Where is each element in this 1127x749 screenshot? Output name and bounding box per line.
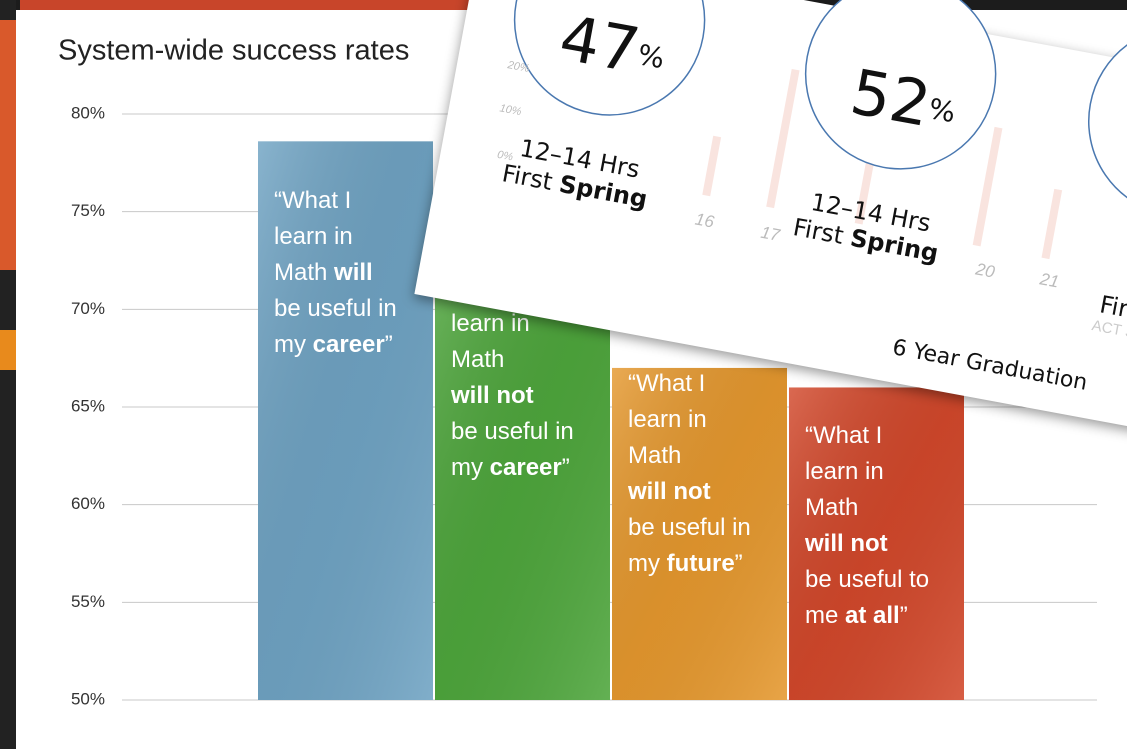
y-tick-label: 75% bbox=[71, 201, 105, 220]
text-run: career bbox=[490, 454, 562, 481]
faint-axis-label: 20% bbox=[506, 59, 531, 75]
bar-texture bbox=[612, 367, 787, 700]
text-line: Math bbox=[628, 442, 681, 469]
text-run: “What I bbox=[805, 422, 882, 449]
cut-label: Fir bbox=[1097, 290, 1127, 323]
faint-x-label: 17 bbox=[759, 223, 782, 245]
faint-background-bar bbox=[702, 135, 722, 197]
text-run: learn in bbox=[274, 223, 353, 250]
bar-texture bbox=[258, 141, 433, 700]
text-run: my bbox=[628, 550, 667, 577]
text-run: be useful in bbox=[451, 418, 574, 445]
percent-circle bbox=[1087, 25, 1127, 218]
text-run: future bbox=[667, 550, 735, 577]
text-line: will not bbox=[627, 478, 711, 505]
text-run: be useful to bbox=[805, 566, 929, 593]
percent-value: 47% bbox=[554, 1, 671, 92]
faint-x-label: 21 bbox=[1037, 269, 1060, 291]
text-line: will not bbox=[804, 530, 888, 557]
text-run: ” bbox=[562, 454, 570, 481]
bar-texture bbox=[435, 254, 610, 700]
percent-number: 47 bbox=[554, 1, 645, 87]
percent-number: 52 bbox=[845, 55, 936, 141]
text-line: learn in bbox=[274, 223, 353, 250]
text-run: my bbox=[274, 331, 313, 358]
text-run: will not bbox=[627, 478, 711, 505]
y-tick-label: 50% bbox=[71, 689, 105, 708]
text-run: learn in bbox=[628, 406, 707, 433]
text-line: Math bbox=[451, 346, 504, 373]
text-run: Math bbox=[628, 442, 681, 469]
text-line: me at all” bbox=[805, 602, 908, 629]
text-run: me bbox=[805, 602, 845, 629]
text-run: Math bbox=[805, 494, 858, 521]
text-line: learn in bbox=[805, 458, 884, 485]
y-tick-label: 55% bbox=[71, 592, 105, 611]
text-line: be useful to bbox=[805, 566, 929, 593]
text-line: will not bbox=[450, 382, 534, 409]
text-run: at all bbox=[845, 602, 900, 629]
text-line: “What I bbox=[805, 422, 882, 449]
text-line: my career” bbox=[451, 454, 570, 481]
faint-axis-label: 10% bbox=[499, 102, 523, 118]
faint-background-bar bbox=[1041, 188, 1063, 260]
text-run: will not bbox=[804, 530, 888, 557]
y-tick-label: 80% bbox=[71, 103, 105, 122]
plot: 50% 55% 60% 65% 70% 75% 80% “What I learn in Math… bbox=[71, 103, 1097, 708]
text-run: career bbox=[313, 331, 385, 358]
faint-background-bar bbox=[766, 68, 800, 209]
percent-unit: % bbox=[635, 38, 667, 75]
y-tick-label: 60% bbox=[71, 494, 105, 513]
faint-x-label: 20 bbox=[973, 259, 997, 281]
faint-axis-label: 0% bbox=[496, 149, 514, 164]
text-run: be useful in bbox=[628, 514, 751, 541]
y-tick-label: 70% bbox=[71, 299, 105, 318]
text-run: will bbox=[333, 259, 373, 286]
text-line: be useful in bbox=[274, 295, 397, 322]
text-line: my career” bbox=[274, 331, 393, 358]
bar-texture bbox=[789, 387, 964, 700]
text-line: learn in bbox=[628, 406, 707, 433]
text-run: Math bbox=[274, 259, 334, 286]
text-run: my bbox=[451, 454, 490, 481]
text-run: “What I bbox=[628, 370, 705, 397]
text-line: “What I bbox=[628, 370, 705, 397]
percent-unit: % bbox=[926, 92, 958, 129]
faint-background-bar bbox=[972, 126, 1003, 247]
chart-title: System-wide success rates bbox=[58, 35, 409, 67]
text-run: learn in bbox=[451, 310, 530, 337]
text-run: ” bbox=[735, 550, 743, 577]
percent-value: 52% bbox=[845, 55, 962, 146]
slide-fragment bbox=[0, 20, 16, 270]
text-run: ” bbox=[385, 331, 393, 358]
text-line: be useful in bbox=[628, 514, 751, 541]
text-run: Math bbox=[451, 346, 504, 373]
slide-fragment bbox=[0, 330, 16, 370]
faint-x-label: 16 bbox=[694, 210, 717, 232]
text-line: Math bbox=[805, 494, 858, 521]
text-run: ” bbox=[900, 602, 908, 629]
y-tick-label: 65% bbox=[71, 396, 105, 415]
text-run: be useful in bbox=[274, 295, 397, 322]
percent-circle bbox=[513, 0, 706, 116]
text-run: “What I bbox=[274, 187, 351, 214]
text-run: will not bbox=[450, 382, 534, 409]
text-run: learn in bbox=[805, 458, 884, 485]
text-line: my future” bbox=[628, 550, 743, 577]
slide-fragment bbox=[20, 0, 480, 10]
text-line: Math will bbox=[274, 259, 373, 286]
text-line: “What I bbox=[274, 187, 351, 214]
text-line: learn in bbox=[451, 310, 530, 337]
text-line: be useful in bbox=[451, 418, 574, 445]
percent-circle bbox=[804, 0, 997, 170]
